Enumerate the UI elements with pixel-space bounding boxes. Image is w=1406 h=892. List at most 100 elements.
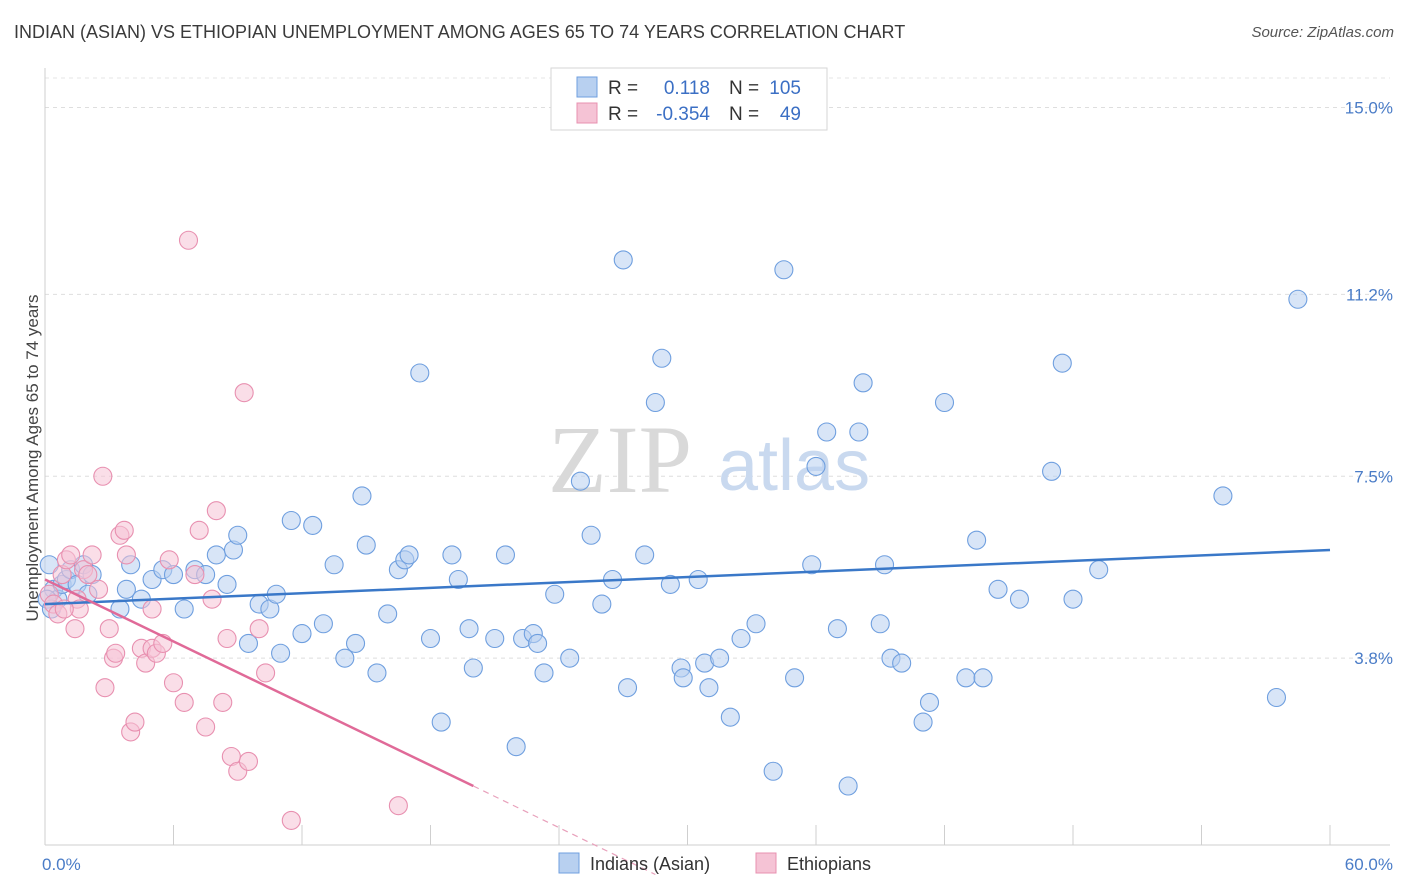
indian-point xyxy=(560,648,580,668)
bottom-legend-swatch-ethiopians xyxy=(755,852,777,874)
ethiopian-point xyxy=(249,619,269,639)
indian-point xyxy=(874,555,895,575)
indian-point xyxy=(495,545,516,565)
indian-point xyxy=(746,614,766,634)
ethiopians-trend-line xyxy=(44,578,474,788)
ethiopian-point xyxy=(114,520,134,540)
y-tick-label: 15.0% xyxy=(1345,99,1393,118)
indian-point xyxy=(206,545,226,565)
ethiopian-point xyxy=(82,545,102,565)
indian-point xyxy=(660,574,680,594)
indian-point xyxy=(485,628,505,649)
ethiopian-point xyxy=(95,678,115,698)
ethiopian-point xyxy=(185,565,205,585)
indian-point xyxy=(378,604,398,624)
y-axis-title: Unemployment Among Ages 65 to 74 years xyxy=(23,295,42,622)
indian-point xyxy=(817,422,837,442)
indian-point xyxy=(1288,289,1308,309)
ethiopian-point xyxy=(88,579,109,599)
indian-point xyxy=(1063,589,1083,609)
ethiopian-point xyxy=(125,712,145,732)
indian-point xyxy=(292,624,312,644)
ethiopian-point xyxy=(388,796,408,816)
legend-n-label-2: N = xyxy=(729,104,759,125)
indian-point xyxy=(442,545,462,565)
indian-point xyxy=(335,648,355,668)
indian-point xyxy=(410,363,430,383)
ethiopian-point xyxy=(217,628,237,649)
indian-point xyxy=(217,574,237,594)
indian-point xyxy=(673,668,693,688)
indian-point xyxy=(919,692,940,712)
indian-point xyxy=(967,530,987,550)
y-tick-label: 11.2% xyxy=(1346,285,1393,304)
legend-r-label-2: R = xyxy=(608,104,638,125)
ethiopian-point xyxy=(159,550,179,570)
bottom-legend-label-indians: Indians (Asian) xyxy=(590,854,710,874)
correlation-legend: R = 0.118 N = 105 R = -0.354 N = 49 xyxy=(550,67,828,131)
indian-point xyxy=(545,584,565,604)
ethiopian-point xyxy=(99,619,119,639)
indian-point xyxy=(534,663,554,683)
indian-point xyxy=(1052,353,1072,373)
x-tick-label-min: 0.0% xyxy=(42,855,81,874)
indian-point xyxy=(956,668,976,688)
ethiopian-point xyxy=(234,383,254,403)
indian-point xyxy=(592,594,612,614)
indian-point xyxy=(688,569,708,590)
indian-point xyxy=(570,471,590,491)
ethiopian-point xyxy=(61,545,81,565)
legend-r-value-2: -0.354 xyxy=(656,104,710,125)
indian-point xyxy=(238,633,259,653)
indian-point xyxy=(345,633,366,653)
ethiopian-point xyxy=(78,565,98,585)
grid-lines xyxy=(45,77,1390,659)
ethiopian-point xyxy=(116,545,136,565)
indian-point xyxy=(1042,461,1062,481)
indian-point xyxy=(838,776,858,796)
ethiopian-point xyxy=(256,663,276,683)
indian-point xyxy=(617,678,638,698)
indian-point xyxy=(303,515,323,535)
indian-point xyxy=(763,761,783,781)
indian-point xyxy=(420,628,441,649)
indian-point xyxy=(806,456,826,476)
tick-labels: 3.8% 7.5% 11.2% 15.0% 0.0% 60.0% xyxy=(42,99,1393,875)
indian-point xyxy=(973,668,993,688)
indian-point xyxy=(324,555,344,575)
indian-point xyxy=(645,392,665,413)
indian-point xyxy=(281,510,301,531)
indian-point xyxy=(1089,560,1109,580)
legend-n-label-1: N = xyxy=(729,78,759,99)
trend-lines xyxy=(44,548,1331,876)
indian-point xyxy=(1009,589,1030,609)
axes xyxy=(44,68,1390,846)
watermark-zip: ZIP xyxy=(548,406,692,513)
indian-point xyxy=(731,628,751,649)
indian-point xyxy=(720,707,740,727)
bottom-legend-swatch-indians xyxy=(558,852,580,874)
indian-point xyxy=(699,678,719,698)
indian-point xyxy=(892,653,912,673)
legend-r-label-1: R = xyxy=(608,78,638,99)
indian-point xyxy=(313,614,333,634)
indian-point xyxy=(448,569,468,590)
ethiopian-point xyxy=(202,589,222,609)
indian-point xyxy=(785,668,805,688)
indian-point xyxy=(988,579,1008,599)
indian-point xyxy=(352,486,372,506)
indian-point xyxy=(934,392,955,413)
indian-point xyxy=(710,648,730,668)
chart-source: Source: ZipAtlas.com xyxy=(1251,24,1394,41)
ethiopian-point xyxy=(142,599,162,619)
indian-point xyxy=(459,619,479,639)
watermark-atlas: atlas xyxy=(718,426,870,506)
legend-swatch-indians xyxy=(576,76,598,98)
y-tick-label: 7.5% xyxy=(1354,467,1393,486)
indian-point xyxy=(399,545,419,565)
indian-point xyxy=(913,712,933,732)
indian-point xyxy=(1266,687,1287,708)
series-legend: Indians (Asian) Ethiopians xyxy=(558,852,871,874)
indian-point xyxy=(431,712,451,732)
